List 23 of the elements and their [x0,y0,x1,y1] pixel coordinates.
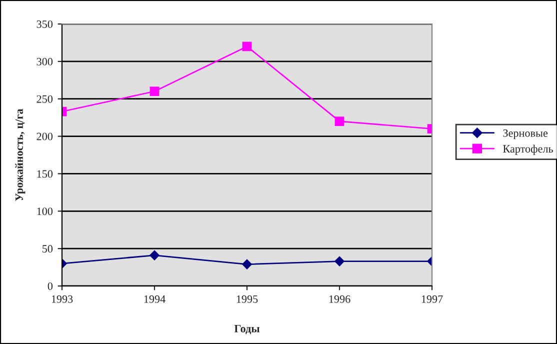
y-tick-label: 250 [36,95,53,103]
point [150,250,160,260]
point [242,42,252,52]
y-tick-label: 200 [36,132,53,140]
y-axis-title: Урожайность, ц/га [15,108,26,201]
y-tick-label: 0 [48,282,53,290]
x-tick-label: 1993 [52,295,73,303]
x-tick-label: 1995 [236,295,258,303]
point [334,116,344,126]
y-tick-label: 300 [36,58,53,66]
y-tick-label: 350 [36,20,53,28]
y-tick-label: 50 [42,245,53,253]
x-tick-label: 1996 [329,295,350,303]
point [150,86,160,96]
x-tick-label: 1994 [144,295,166,303]
legend-label: Картофель [503,144,553,155]
x-tick-label: 1997 [422,295,443,303]
y-tick-label: 150 [37,170,53,178]
x-axis-title: Годы [234,324,260,334]
y-tick-label: 100 [37,208,53,216]
point [242,259,252,270]
point [334,256,344,266]
legend-label: Зерновые [503,129,548,140]
